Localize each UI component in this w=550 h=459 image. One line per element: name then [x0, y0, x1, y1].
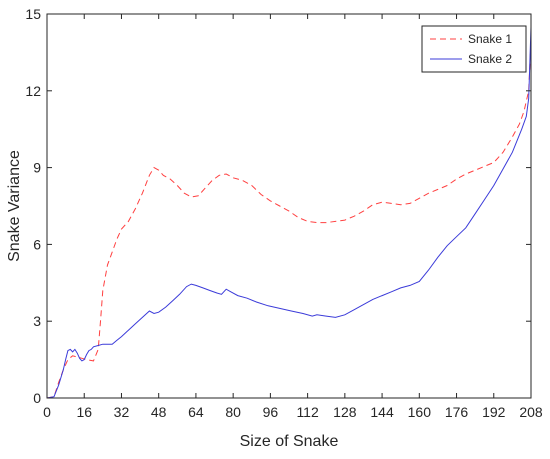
y-axis: 0 3 6 9 12 15 — [25, 6, 531, 406]
y-tick-label: 3 — [33, 313, 41, 329]
x-tick-label: 192 — [482, 404, 506, 420]
y-tick-label: 12 — [25, 83, 41, 99]
y-tick-label: 0 — [33, 390, 41, 406]
x-tick-label: 176 — [445, 404, 469, 420]
x-tick-label: 48 — [151, 404, 167, 420]
plot-area-border — [46, 13, 532, 399]
x-tick-label: 64 — [188, 404, 204, 420]
x-tick-label: 128 — [333, 404, 357, 420]
x-tick-label: 80 — [225, 404, 241, 420]
y-tick-label: 6 — [33, 236, 41, 252]
x-tick-label: 144 — [370, 404, 394, 420]
x-tick-label: 32 — [114, 404, 130, 420]
legend-box — [421, 25, 527, 73]
legend-label-snake-2: Snake 2 — [468, 52, 512, 66]
x-tick-label: 112 — [296, 404, 319, 420]
x-tick-label: 208 — [519, 404, 543, 420]
y-tick-label: 9 — [33, 160, 41, 176]
x-tick-label: 160 — [408, 404, 432, 420]
legend-label-snake-1: Snake 1 — [468, 32, 512, 46]
x-tick-label: 96 — [263, 404, 279, 420]
series-line-2 — [46, 26, 532, 399]
y-axis-label: Snake Variance — [6, 150, 23, 262]
x-axis-label: Size of Snake — [240, 433, 339, 450]
y-tick-label: 15 — [25, 6, 41, 22]
plot-lines — [46, 26, 532, 399]
x-axis: 0 16 32 48 64 80 96 112 128 144 160 176 192 208 — [43, 14, 543, 420]
x-tick-label: 16 — [76, 404, 92, 420]
x-tick-label: 0 — [43, 404, 51, 420]
legend: Snake 1 Snake 2 — [421, 25, 527, 73]
series-line-1 — [46, 39, 532, 399]
